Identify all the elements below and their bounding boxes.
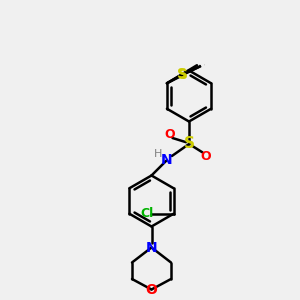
Text: Cl: Cl <box>141 207 154 220</box>
Text: /: / <box>199 63 200 64</box>
Text: S: S <box>184 136 194 152</box>
Text: O: O <box>164 128 175 141</box>
Text: S: S <box>177 67 187 81</box>
Text: N: N <box>161 154 172 167</box>
Text: O: O <box>146 283 158 296</box>
Text: /: / <box>204 63 205 65</box>
Text: O: O <box>201 149 212 163</box>
Text: H: H <box>154 149 162 159</box>
Text: S: S <box>178 68 188 82</box>
Text: N: N <box>146 241 157 254</box>
